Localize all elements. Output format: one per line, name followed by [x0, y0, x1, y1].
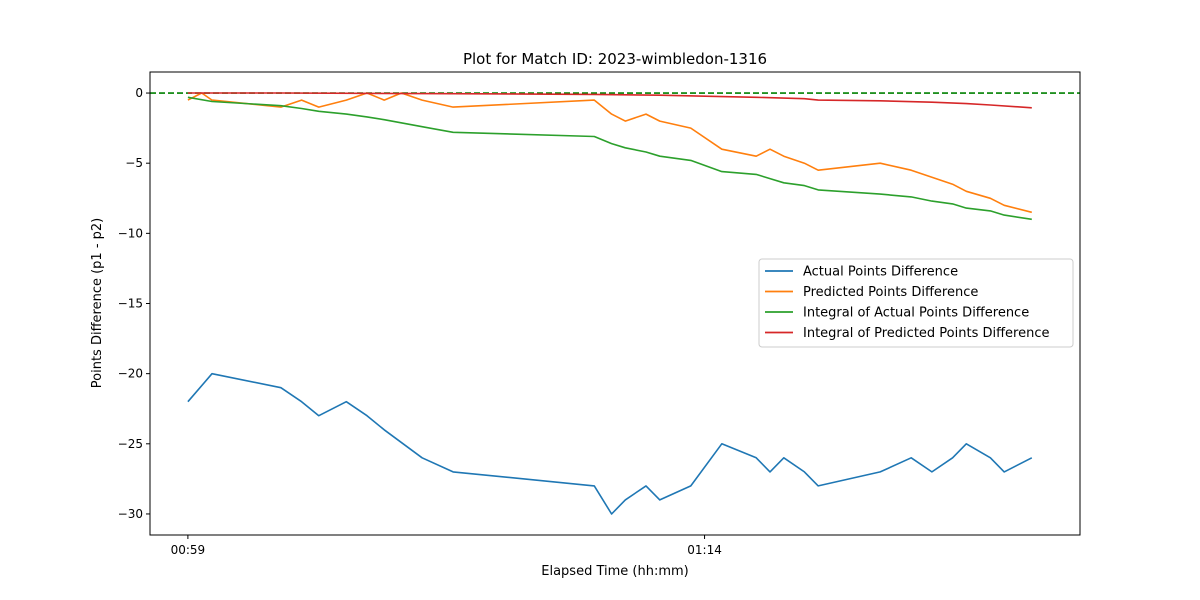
plot-area	[150, 92, 1080, 515]
x-axis-label: Elapsed Time (hh:mm)	[541, 564, 688, 579]
y-tick-label: −30	[118, 507, 143, 521]
axes: 0 −5 −10 −15 −20 −25 −30 00:59 01:14	[118, 71, 1081, 557]
y-tick-label: −15	[118, 297, 143, 311]
legend-label-2: Integral of Actual Points Difference	[803, 306, 1029, 321]
x-tick-label: 01:14	[687, 543, 722, 557]
series-line-0	[187, 372, 1033, 515]
legend-label-3: Integral of Predicted Points Difference	[803, 326, 1050, 341]
series-line-2	[187, 96, 1032, 221]
x-tick-label: 00:59	[171, 543, 206, 557]
y-tick-label: −25	[118, 437, 143, 451]
legend-label-0: Actual Points Difference	[803, 265, 958, 280]
y-tick-label: −20	[118, 367, 143, 381]
legend-box	[758, 258, 1074, 348]
y-tick-label: −5	[125, 156, 143, 170]
y-axis-label: Points Difference (p1 - p2)	[90, 218, 105, 388]
legend-label-1: Predicted Points Difference	[803, 285, 978, 300]
series-line-3	[187, 92, 1032, 109]
y-tick-label: 0	[135, 86, 143, 100]
y-tick-label: −10	[118, 226, 143, 240]
series-line-1	[187, 92, 1032, 214]
chart-title: Plot for Match ID: 2023-wimbledon-1316	[463, 50, 767, 68]
legend: Actual Points Difference Predicted Points…	[758, 258, 1074, 348]
